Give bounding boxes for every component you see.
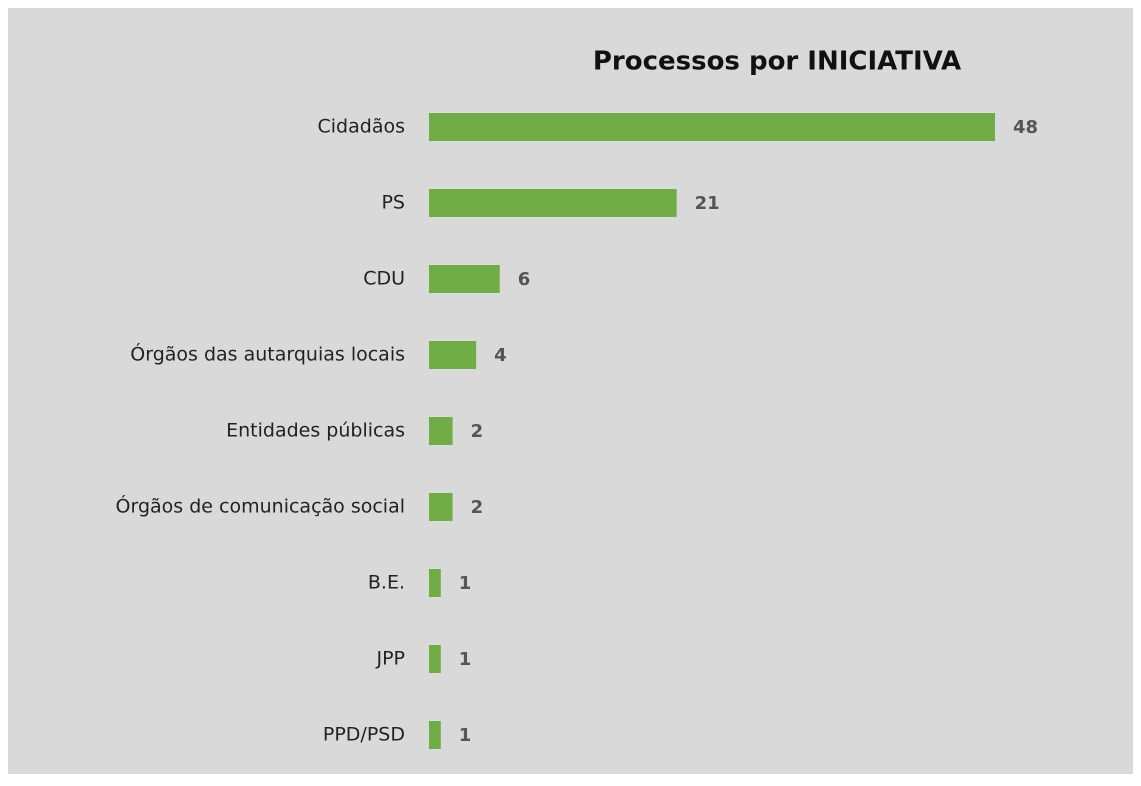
category-label: PPD/PSD	[323, 724, 405, 746]
category-label: JPP	[375, 648, 405, 670]
category-label: Órgãos de comunicação social	[116, 494, 405, 518]
bar	[429, 189, 677, 217]
value-label: 1	[459, 649, 472, 670]
bar	[429, 113, 995, 141]
category-label: CDU	[363, 268, 405, 290]
bar	[429, 493, 453, 521]
value-label: 6	[518, 269, 531, 290]
value-label: 1	[459, 573, 472, 594]
bar	[429, 721, 441, 749]
bar	[429, 341, 477, 369]
bar	[429, 569, 441, 597]
bar	[429, 645, 441, 673]
value-label: 1	[459, 725, 472, 746]
category-label: Órgãos das autarquias locais	[130, 342, 405, 366]
category-label: Entidades públicas	[226, 420, 405, 442]
value-label: 48	[1013, 117, 1038, 138]
category-label: PS	[381, 192, 405, 214]
value-label: 4	[494, 345, 507, 366]
chart-title: Processos por INICIATIVA	[593, 47, 961, 77]
category-label: B.E.	[368, 572, 405, 594]
bar	[429, 265, 500, 293]
value-label: 2	[471, 421, 484, 442]
value-label: 2	[471, 497, 484, 518]
value-label: 21	[695, 193, 720, 214]
category-label: Cidadãos	[318, 116, 405, 138]
bar	[429, 417, 453, 445]
